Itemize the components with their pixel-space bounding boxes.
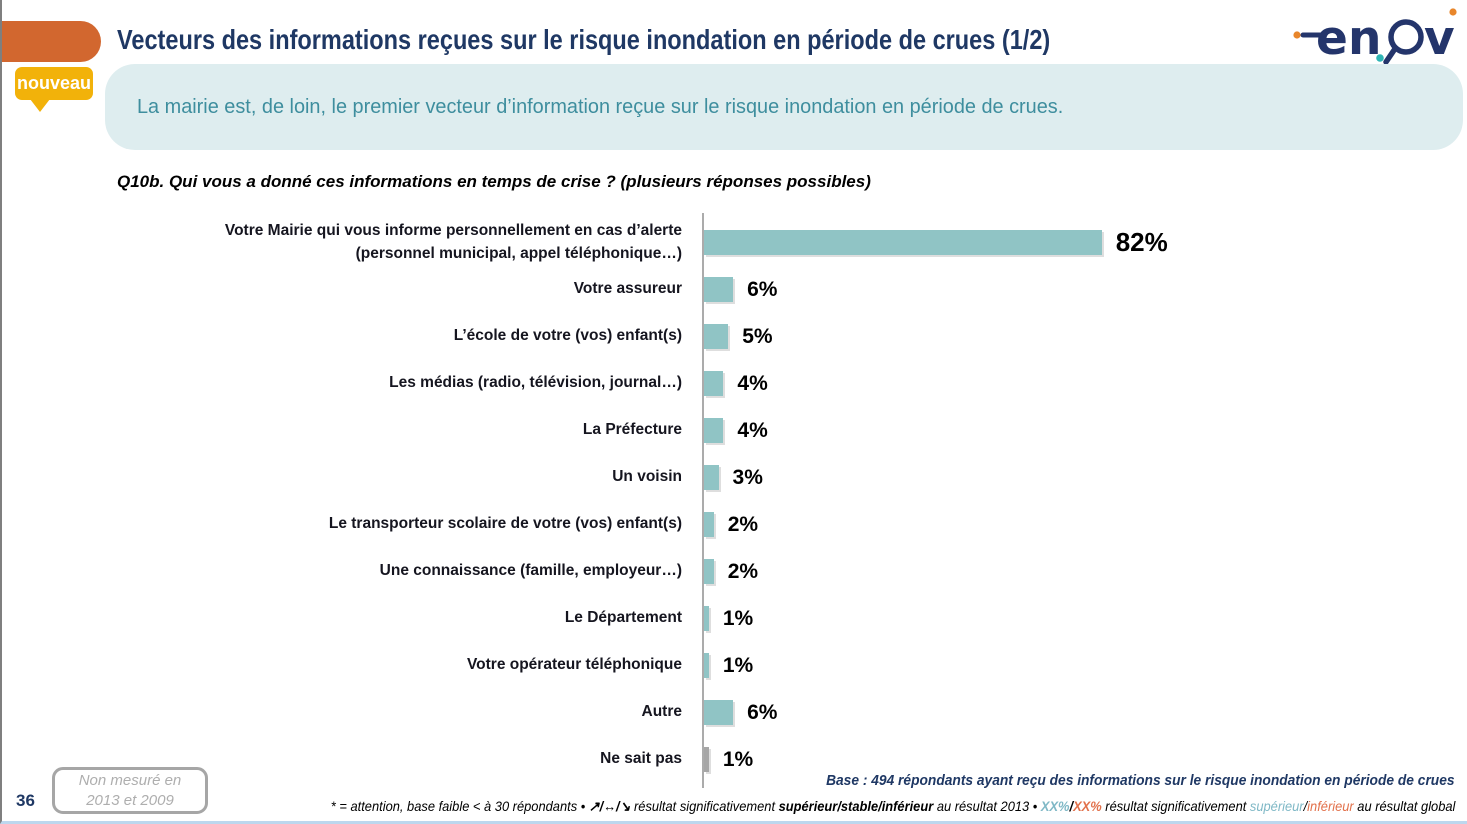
category-label: La Préfecture (582, 421, 682, 439)
enov-logo-icon: e n v (1293, 8, 1457, 66)
key-message-banner: La mairie est, de loin, le premier vecte… (105, 64, 1463, 150)
nouveau-badge-label: nouveau (16, 73, 91, 93)
bar-area: 3% (682, 465, 763, 490)
category-label: Autre (641, 703, 682, 721)
bar-area: 5% (682, 324, 773, 349)
category-label: Le transporteur scolaire de votre (vos) … (328, 515, 682, 533)
bar (704, 418, 724, 443)
nouveau-badge-tail (30, 99, 50, 112)
svg-text:n: n (1348, 11, 1381, 65)
bar-area: 2% (682, 559, 758, 584)
category-label: L’école de votre (vos) enfant(s) (453, 327, 682, 345)
bar (704, 277, 734, 302)
bar (704, 371, 724, 396)
bar (704, 606, 709, 631)
bar-area: 6% (682, 277, 777, 302)
bar-area: 4% (682, 418, 768, 443)
svg-text:v: v (1424, 11, 1455, 65)
bar (704, 653, 709, 678)
chart-row: Ne sait pas 1% (182, 736, 1322, 783)
value-label: 2% (727, 559, 759, 583)
chart-row: Votre Mairie qui vous informe personnell… (182, 219, 1322, 266)
footnote-segment: au résultat global (1353, 798, 1455, 814)
value-label: 5% (742, 324, 773, 348)
category-label: Votre Mairie qui vous informe personnell… (224, 222, 682, 262)
category-label: Une connaissance (famille, employeur…) (379, 562, 682, 580)
category-label: Le Département (564, 609, 682, 627)
base-note: Base : 494 répondants ayant reçu des inf… (826, 773, 1455, 789)
significance-footnote: * = attention, base faible < à 30 répond… (330, 798, 1455, 815)
category-label: Votre opérateur téléphonique (466, 656, 682, 674)
bar-area: 1% (682, 653, 753, 678)
value-label: 4% (737, 418, 768, 442)
chart-row: Une connaissance (famille, employeur…) 2% (182, 548, 1322, 595)
bar (704, 465, 719, 490)
value-label: 1% (722, 747, 754, 771)
footnote-segment: résultat significativement (1101, 798, 1250, 814)
footnote-segment: / (1069, 798, 1073, 814)
page-title: Vecteurs des informations reçues sur le … (117, 24, 1051, 55)
footnote-segment: au résultat 2013 • (932, 798, 1041, 814)
bar (704, 512, 714, 537)
bar-area: 1% (682, 747, 753, 772)
not-measured-line2: 2013 et 2009 (86, 791, 174, 809)
chart-axis-line (702, 213, 704, 788)
header-accent-shape (2, 21, 101, 62)
nouveau-badge: nouveau (15, 67, 93, 100)
category-label: Un voisin (612, 468, 682, 486)
footnote-segment: supérieur/stable/inférieur (778, 798, 933, 814)
bar (704, 700, 734, 725)
question-text: Q10b. Qui vous a donné ces informations … (117, 172, 871, 191)
not-measured-box: Non mesuré en 2013 et 2009 (52, 767, 208, 814)
chart-row: Un voisin 3% (182, 454, 1322, 501)
enov-logo: e n v (1290, 3, 1462, 66)
key-message-text: La mairie est, de loin, le premier vecte… (137, 95, 1064, 118)
chart-row: Le Département 1% (182, 595, 1322, 642)
bar-area: 4% (682, 371, 768, 396)
category-label: Les médias (radio, télévision, journal…) (389, 374, 682, 392)
value-label: 82% (1115, 227, 1168, 257)
value-label: 1% (722, 606, 754, 630)
footnote-segment: résultat significativement (630, 798, 779, 814)
bar (704, 324, 729, 349)
footnote-segment: / (1303, 798, 1307, 814)
footnote-segment: XX% (1040, 798, 1070, 814)
bar-area: 2% (682, 512, 758, 537)
footnote-segment: ↗/↔/↘ (588, 798, 631, 814)
footnote-segment: * = attention, base faible < à 30 répond… (330, 798, 589, 814)
value-label: 6% (747, 700, 778, 724)
chart-row: Votre opérateur téléphonique 1% (182, 642, 1322, 689)
value-label: 2% (727, 512, 759, 536)
bar (704, 230, 1102, 255)
bar-area: 6% (682, 700, 777, 725)
chart-row: Autre 6% (182, 689, 1322, 736)
chart-row: Le transporteur scolaire de votre (vos) … (182, 501, 1322, 548)
not-measured-line1: Non mesuré en (78, 772, 182, 789)
footnote-segment: supérieur (1249, 798, 1304, 814)
footnote-segment: inférieur (1306, 798, 1354, 814)
svg-text:e: e (1316, 11, 1348, 65)
bar-chart-rows: Votre Mairie qui vous informe personnell… (182, 219, 1322, 783)
bar (704, 559, 714, 584)
bar-area: 1% (682, 606, 753, 631)
footnote-segment: XX% (1072, 798, 1102, 814)
chart-row: La Préfecture 4% (182, 407, 1322, 454)
value-label: 3% (732, 465, 763, 489)
bar (704, 747, 709, 772)
value-label: 6% (747, 277, 778, 301)
category-label: Ne sait pas (600, 750, 682, 768)
value-label: 4% (737, 371, 768, 395)
value-label: 1% (722, 653, 754, 677)
chart-row: Votre assureur 6% (182, 266, 1322, 313)
page-number: 36 (16, 791, 35, 810)
category-label: Votre assureur (573, 280, 682, 298)
chart-row: Les médias (radio, télévision, journal…)… (182, 360, 1322, 407)
chart-row: L’école de votre (vos) enfant(s) 5% (182, 313, 1322, 360)
bar-area: 82% (682, 227, 1168, 258)
